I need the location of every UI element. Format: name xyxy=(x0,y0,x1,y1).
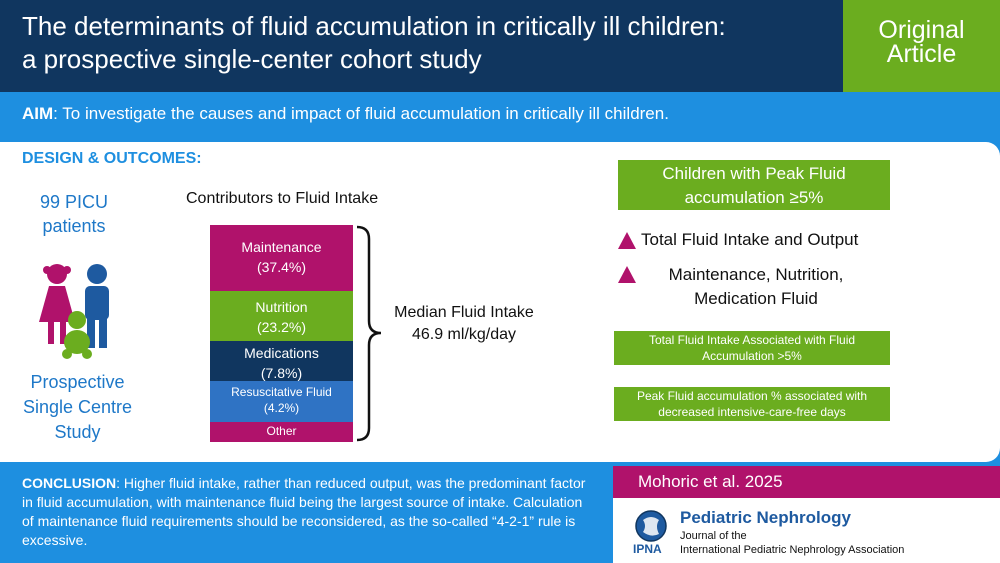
result-box-intake: Total Fluid Intake Associated with Fluid… xyxy=(614,331,890,365)
medications-label: Medications xyxy=(244,345,319,361)
study-line-2: Single Centre xyxy=(22,397,133,417)
title-banner: The determinants of fluid accumulation i… xyxy=(0,0,843,92)
aim-label: AIM xyxy=(22,104,54,123)
segment-other: Other xyxy=(210,422,353,442)
result1-line-2: Accumulation >5% xyxy=(702,349,802,363)
citation-authors: Mohoric et al. 2025 xyxy=(613,466,1000,498)
study-type: Prospective Single Centre Study xyxy=(15,370,140,445)
badge-line-2: Article xyxy=(886,40,957,68)
resuscitative-label: Resuscitative Fluid xyxy=(231,385,332,399)
segment-nutrition: Nutrition (23.2%) xyxy=(210,291,353,341)
maintenance-percent: (37.4%) xyxy=(256,259,307,275)
aim-bar: AIM: To investigate the causes and impac… xyxy=(0,92,1000,136)
badge-line-1: Original xyxy=(878,16,965,44)
aim-body: : To investigate the causes and impact o… xyxy=(53,104,669,123)
study-line-3: Study xyxy=(54,422,101,442)
patients-line-1: 99 PICU xyxy=(39,192,109,212)
segment-maintenance: Maintenance (37.4%) xyxy=(210,225,353,291)
peak-fluid-box: Children with Peak Fluid accumulation ≥5… xyxy=(618,160,890,210)
journal-subtitle-1: Journal of the xyxy=(680,530,747,542)
article-type-badge: Original Article xyxy=(843,0,1000,92)
result2-line-2: decreased intensive-care-free days xyxy=(658,405,846,419)
nutrition-percent: (23.2%) xyxy=(256,319,307,335)
journal-subtitle-2: International Pediatric Nephrology Assoc… xyxy=(680,544,905,556)
family-icon xyxy=(39,264,109,359)
ipna-logo-text: IPNA xyxy=(633,542,662,556)
brace-icon xyxy=(356,225,382,442)
median-line-1: Median Fluid Intake xyxy=(394,304,534,321)
nutrition-label: Nutrition xyxy=(255,299,308,315)
contributors-title: Contributors to Fluid Intake xyxy=(186,190,379,207)
conclusion-panel: CONCLUSION: Higher fluid intake, rather … xyxy=(0,466,613,563)
median-line-2: 46.9 ml/kg/day xyxy=(411,326,517,343)
conclusion-text: : Higher fluid intake, rather than reduc… xyxy=(22,475,586,548)
increase-triangle-icon xyxy=(618,266,636,283)
finding-fluid-line-2: Medication Fluid xyxy=(694,289,818,308)
result-box-icu-free: Peak Fluid accumulation % associated wit… xyxy=(614,387,890,421)
title-line-2: a prospective single-center cohort study xyxy=(22,44,482,74)
peak-box-line-1: Children with Peak Fluid xyxy=(662,164,846,183)
journal-title: Pediatric Nephrology xyxy=(680,508,851,527)
other-label: Other xyxy=(266,424,297,438)
finding-fluid-types: Maintenance, Nutrition, Medication Fluid xyxy=(641,263,871,311)
ipna-globe-icon xyxy=(635,510,667,542)
journal-panel: IPNA Pediatric Nephrology Journal of the… xyxy=(613,498,1000,563)
median-fluid-intake: Median Fluid Intake 46.9 ml/kg/day xyxy=(384,302,544,346)
peak-box-line-2: accumulation ≥5% xyxy=(684,188,824,207)
maintenance-label: Maintenance xyxy=(241,239,322,255)
segment-resuscitative: Resuscitative Fluid (4.2%) xyxy=(210,381,353,422)
result2-line-1: Peak Fluid accumulation % associated wit… xyxy=(636,389,868,403)
segment-medications: Medications (7.8%) xyxy=(210,341,353,381)
medications-percent: (7.8%) xyxy=(260,365,303,381)
patients-count: 99 PICU patients xyxy=(20,190,128,238)
title-line-1: The determinants of fluid accumulation i… xyxy=(22,11,726,41)
aim-text: AIM: To investigate the causes and impac… xyxy=(22,92,978,136)
result1-line-1: Total Fluid Intake Associated with Fluid xyxy=(648,333,856,347)
finding-fluid-line-1: Maintenance, Nutrition, xyxy=(668,265,844,284)
patients-line-2: patients xyxy=(42,216,106,236)
design-label: DESIGN & OUTCOMES: xyxy=(22,150,202,167)
resuscitative-percent: (4.2%) xyxy=(263,401,300,415)
finding-total-intake: Total Fluid Intake and Output xyxy=(641,230,859,249)
increase-triangle-icon xyxy=(618,232,636,249)
conclusion-label: CONCLUSION xyxy=(22,475,117,491)
study-line-1: Prospective xyxy=(30,372,125,392)
